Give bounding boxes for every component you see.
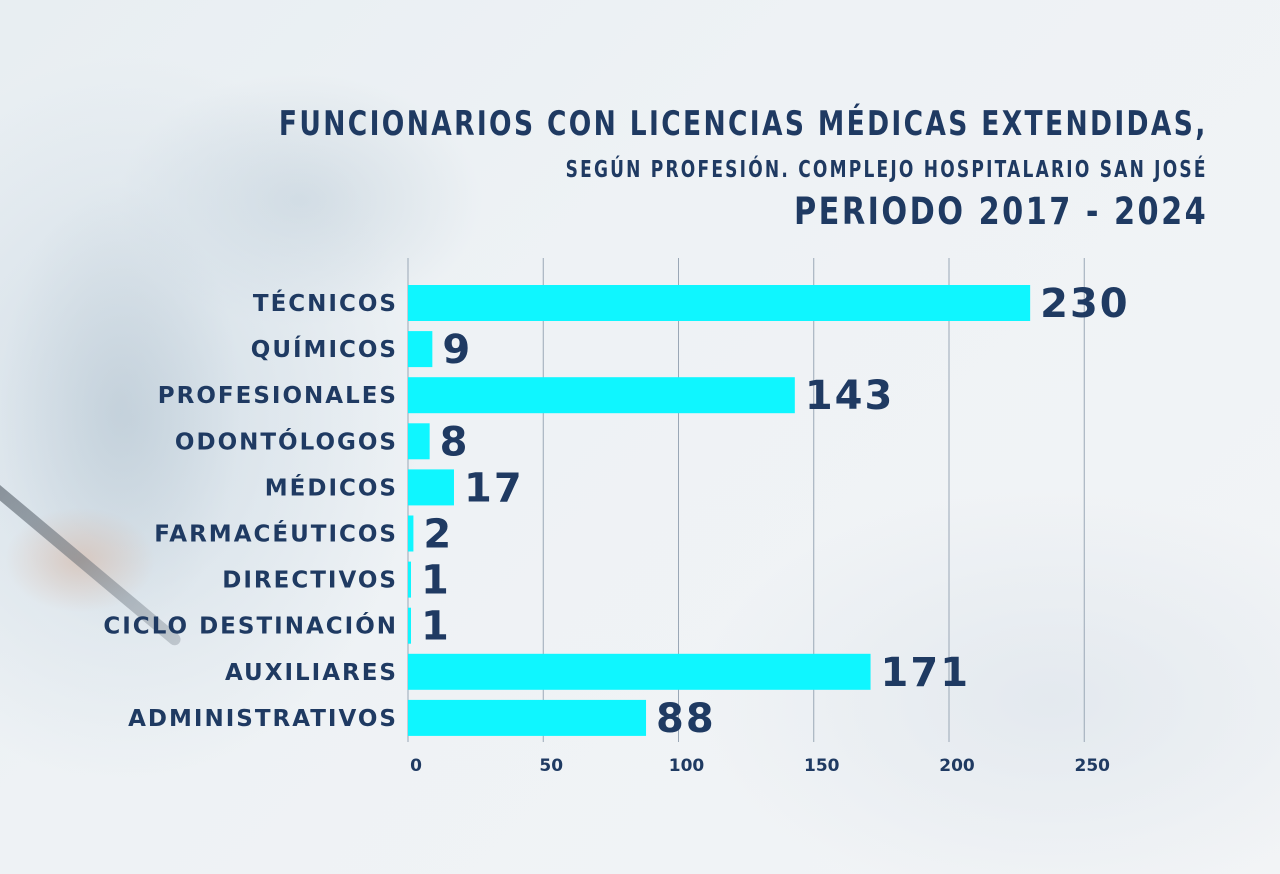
category-label: DIRECTIVOS xyxy=(222,568,398,594)
bar xyxy=(408,285,1031,321)
bar xyxy=(408,423,430,460)
bar xyxy=(408,469,454,506)
bar xyxy=(408,515,414,552)
category-label: MÉDICOS xyxy=(265,473,398,501)
data-label: 88 xyxy=(656,696,716,742)
category-label: ADMINISTRATIVOS xyxy=(128,706,398,732)
x-tick-label: 150 xyxy=(804,756,840,776)
x-tick-label: 50 xyxy=(539,756,563,776)
x-tick-label: 100 xyxy=(669,756,705,776)
category-label: ODONTÓLOGOS xyxy=(175,427,398,455)
x-tick-label: 200 xyxy=(939,756,975,776)
category-label: PROFESIONALES xyxy=(158,383,398,409)
bar xyxy=(408,331,433,368)
data-label: 1 xyxy=(421,558,451,604)
background-doctor-figure xyxy=(0,90,320,790)
bar xyxy=(408,607,411,644)
data-label: 171 xyxy=(881,650,971,696)
data-label: 17 xyxy=(464,465,524,511)
bar xyxy=(408,561,411,598)
data-label: 1 xyxy=(421,604,451,650)
category-label: CICLO DESTINACIÓN xyxy=(103,612,398,640)
chart-title-line-2: SEGÚN PROFESIÓN. COMPLEJO HOSPITALARIO S… xyxy=(565,157,1208,183)
bar xyxy=(408,653,871,690)
data-label: 2 xyxy=(423,512,453,558)
category-label: FARMACÉUTICOS xyxy=(154,520,398,548)
chart-title-line-3: PERIODO 2017 - 2024 xyxy=(793,190,1208,233)
chart-title-line-1: FUNCIONARIOS CON LICENCIAS MÉDICAS EXTEN… xyxy=(279,104,1208,144)
data-label: 8 xyxy=(440,419,470,465)
data-label: 9 xyxy=(442,327,472,373)
bar xyxy=(408,377,795,414)
category-label: AUXILIARES xyxy=(225,660,398,686)
x-tick-label: 0 xyxy=(410,756,422,776)
bar xyxy=(408,699,647,736)
category-label: TÉCNICOS xyxy=(253,289,398,317)
x-tick-label: 250 xyxy=(1075,756,1111,776)
category-label: QUÍMICOS xyxy=(251,335,398,363)
data-label: 230 xyxy=(1040,281,1130,327)
data-label: 143 xyxy=(805,373,895,419)
